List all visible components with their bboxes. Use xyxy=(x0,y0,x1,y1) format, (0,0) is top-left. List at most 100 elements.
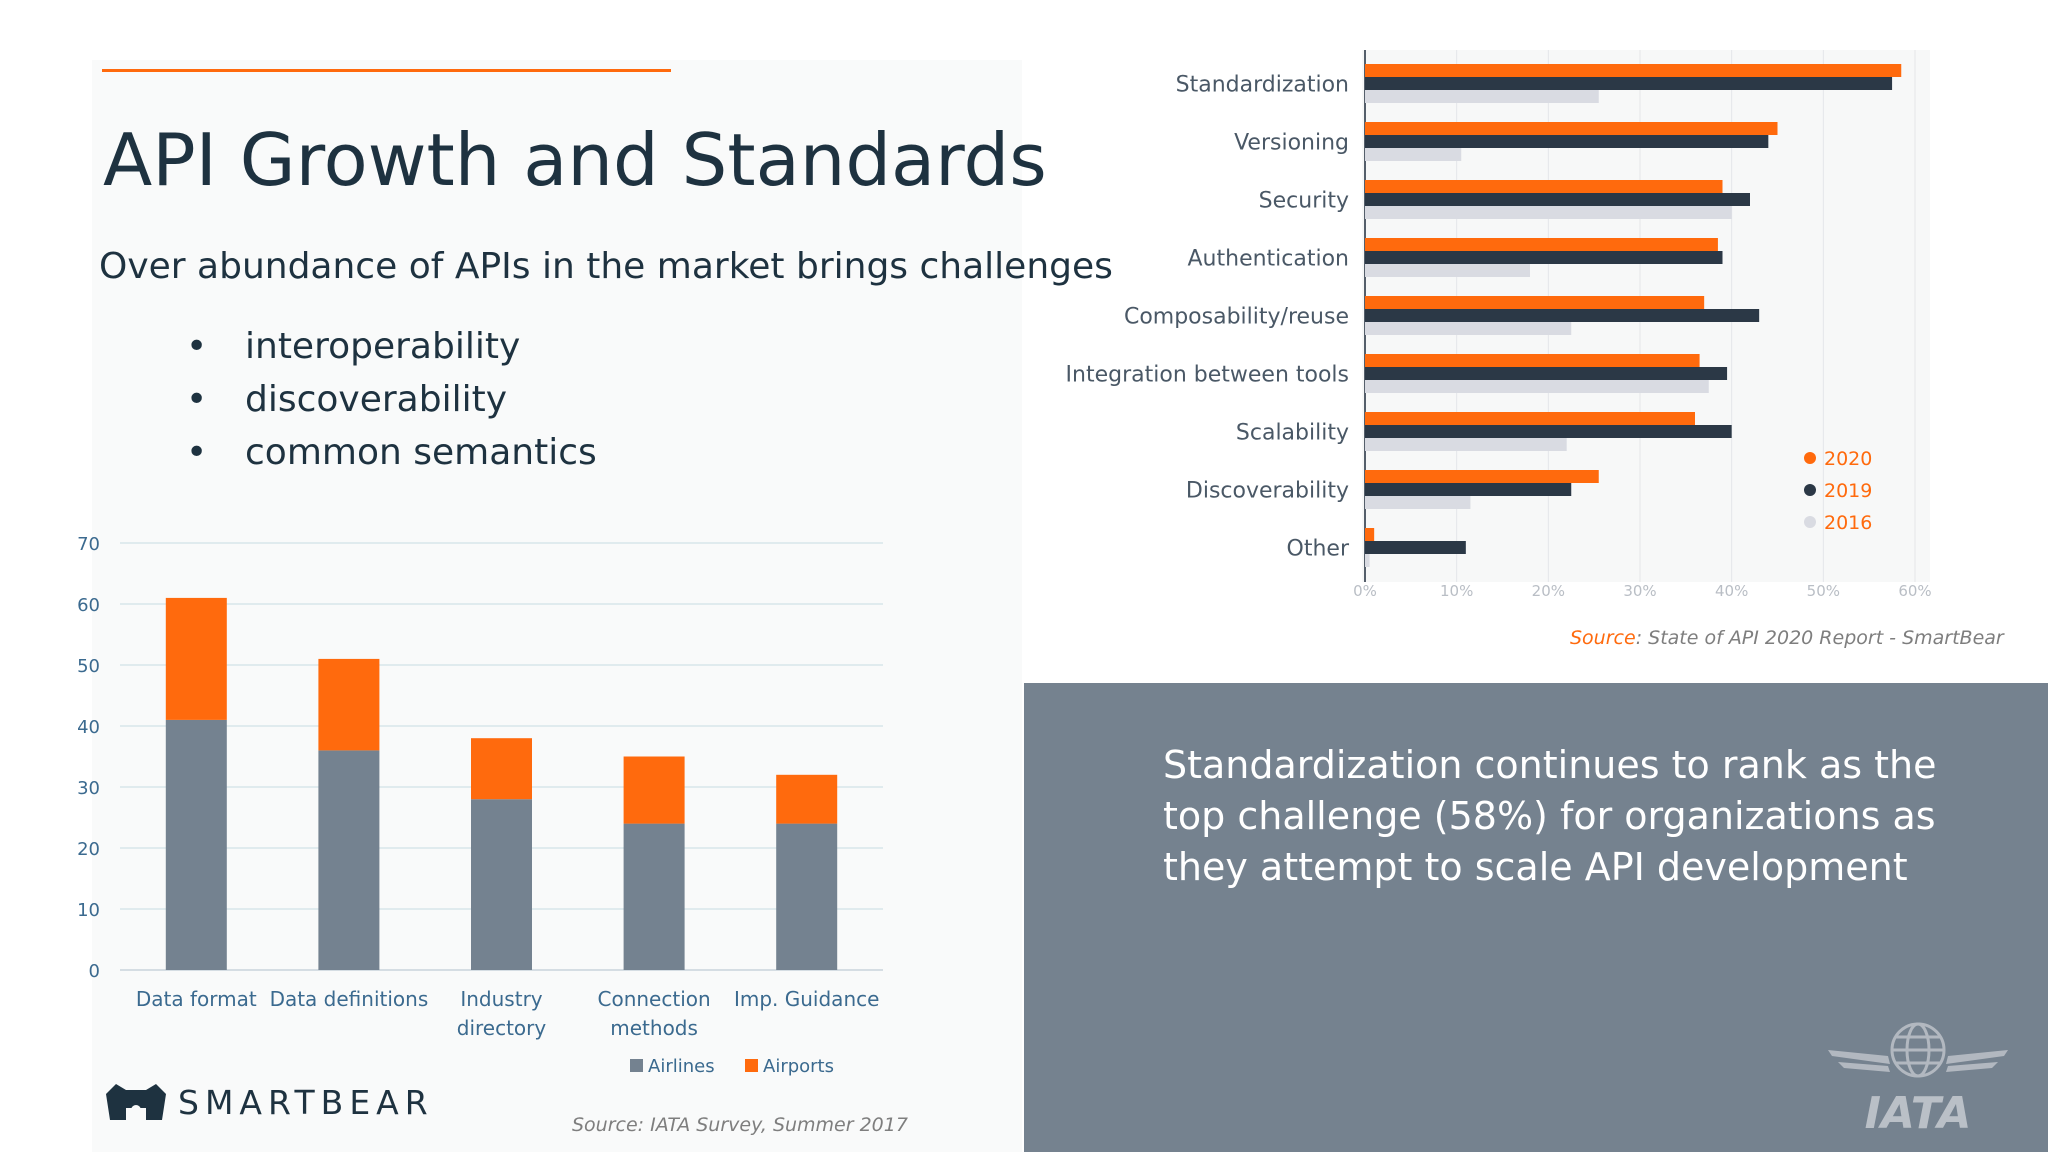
category-label: Discoverability xyxy=(1186,479,1349,504)
bar-2019 xyxy=(1365,425,1732,438)
y-tick-label: 60 xyxy=(77,595,100,616)
bar-segment-airlines xyxy=(318,750,380,970)
hbar-source-prefix: Source xyxy=(1570,627,1636,649)
callout-text: Standardization continues to rank as the… xyxy=(1163,743,1937,889)
legend-swatch xyxy=(745,1059,758,1072)
bar-segment-airlines xyxy=(623,823,685,970)
bar-source-prefix: Source: xyxy=(572,1114,651,1136)
bar-2020 xyxy=(1365,64,1902,77)
bar-segment-airports xyxy=(776,774,838,824)
bar-chart-source: Source: IATA Survey, Summer 2017 xyxy=(572,1114,908,1136)
x-tick-label: 60% xyxy=(1898,582,1931,600)
legend-swatch xyxy=(630,1059,643,1072)
y-tick-label: 10 xyxy=(77,900,100,921)
category-label: Authentication xyxy=(1188,247,1350,272)
category-label: Composability/reuse xyxy=(1124,305,1349,330)
title-accent-rule xyxy=(102,69,671,72)
bar-2019 xyxy=(1365,251,1723,264)
x-category-label: Data definitions xyxy=(270,987,429,1011)
legend-dot xyxy=(1804,452,1816,464)
bullet-text: interoperability xyxy=(245,326,521,367)
callout-panel xyxy=(1024,683,2048,1152)
bar-2016 xyxy=(1365,206,1732,219)
bar-2020 xyxy=(1365,470,1599,483)
category-label: Other xyxy=(1287,537,1350,562)
bar-segment-airlines xyxy=(776,823,838,970)
category-label: Standardization xyxy=(1176,73,1349,98)
hbar-source-text: : State of API 2020 Report - SmartBear xyxy=(1635,627,2004,649)
bullet-text: common semantics xyxy=(245,432,597,473)
bar-2020 xyxy=(1365,238,1718,251)
bullet-item: • interoperability xyxy=(186,320,597,373)
bar-2016 xyxy=(1365,554,1370,567)
bar-2020 xyxy=(1365,528,1375,541)
bar-2019 xyxy=(1365,367,1728,380)
category-label: Integration between tools xyxy=(1066,363,1349,388)
bar-2020 xyxy=(1365,412,1695,425)
x-tick-label: 10% xyxy=(1440,582,1473,600)
legend-label: Airlines xyxy=(648,1056,715,1077)
y-tick-label: 40 xyxy=(77,717,100,738)
category-label: Versioning xyxy=(1234,131,1349,156)
legend-label: 2016 xyxy=(1824,512,1872,534)
bullet-list: • interoperability • discoverability • comm… xyxy=(186,320,597,479)
bar-2019 xyxy=(1365,309,1760,322)
x-tick-label: 40% xyxy=(1715,582,1748,600)
x-category-label: Imp. Guidance xyxy=(734,987,879,1011)
bar-2020 xyxy=(1365,122,1778,135)
bar-2019 xyxy=(1365,135,1769,148)
y-tick-label: 20 xyxy=(77,839,100,860)
legend-label: 2020 xyxy=(1824,448,1872,470)
x-category-label: directory xyxy=(457,1016,547,1040)
bullet-dot: • xyxy=(186,432,208,473)
smartbear-logo: SMARTBEAR xyxy=(102,1082,434,1122)
bar-2019 xyxy=(1365,193,1750,206)
slide-title: API Growth and Standards xyxy=(103,118,1047,202)
x-category-label: Data format xyxy=(136,987,257,1011)
x-category-label: Connection xyxy=(598,987,711,1011)
bar-segment-airports xyxy=(623,756,685,824)
bar-2019 xyxy=(1365,483,1572,496)
x-tick-label: 50% xyxy=(1807,582,1840,600)
bar-2020 xyxy=(1365,180,1723,193)
bar-segment-airlines xyxy=(165,719,227,970)
legend-dot xyxy=(1804,516,1816,528)
y-tick-label: 50 xyxy=(77,656,100,677)
api-challenges-chart-svg: 0% 10% 20% 30% 40% 50% 60% Standardization Versi… xyxy=(1066,50,1932,600)
bullet-text: discoverability xyxy=(245,379,508,420)
bar-2016 xyxy=(1365,438,1567,451)
bar-segment-airports xyxy=(165,597,227,720)
category-label: Security xyxy=(1259,189,1349,214)
legend-label: 2019 xyxy=(1824,480,1872,502)
bear-icon xyxy=(106,1084,166,1120)
slide-subtitle: Over abundance of APIs in the market bri… xyxy=(99,246,1113,287)
bar-2019 xyxy=(1365,541,1466,554)
bar-segment-airports xyxy=(318,658,380,751)
bar-2016 xyxy=(1365,90,1599,103)
iata-wordmark: IATA xyxy=(1865,1088,1972,1136)
y-tick-label: 0 xyxy=(89,961,100,982)
bar-2016 xyxy=(1365,148,1462,161)
bar-2016 xyxy=(1365,380,1709,393)
legend-dot xyxy=(1804,484,1816,496)
x-tick-label: 20% xyxy=(1532,582,1565,600)
x-category-label: Industry xyxy=(460,987,542,1011)
bullet-item: • common semantics xyxy=(186,426,597,479)
y-tick-label: 70 xyxy=(77,534,100,555)
legend-label: Airports xyxy=(763,1056,834,1077)
x-tick-label: 0% xyxy=(1353,582,1377,600)
bar-2019 xyxy=(1365,77,1893,90)
bullet-dot: • xyxy=(186,326,208,367)
bar-2016 xyxy=(1365,322,1572,335)
bar-2020 xyxy=(1365,354,1700,367)
bar-segment-airlines xyxy=(471,799,532,970)
survey-bar-chart-svg: 0 10 20 30 40 50 60 70 Data format Data definitio… xyxy=(77,534,883,1077)
bar-2020 xyxy=(1365,296,1705,309)
bar-2016 xyxy=(1365,264,1530,277)
hbar-chart-source: Source: State of API 2020 Report - Smart… xyxy=(1570,627,2004,649)
y-tick-label: 30 xyxy=(77,778,100,799)
bullet-item: • discoverability xyxy=(186,373,597,426)
bar-2016 xyxy=(1365,496,1471,509)
bar-source-text: IATA Survey, Summer 2017 xyxy=(650,1114,908,1136)
bullet-dot: • xyxy=(186,379,208,420)
